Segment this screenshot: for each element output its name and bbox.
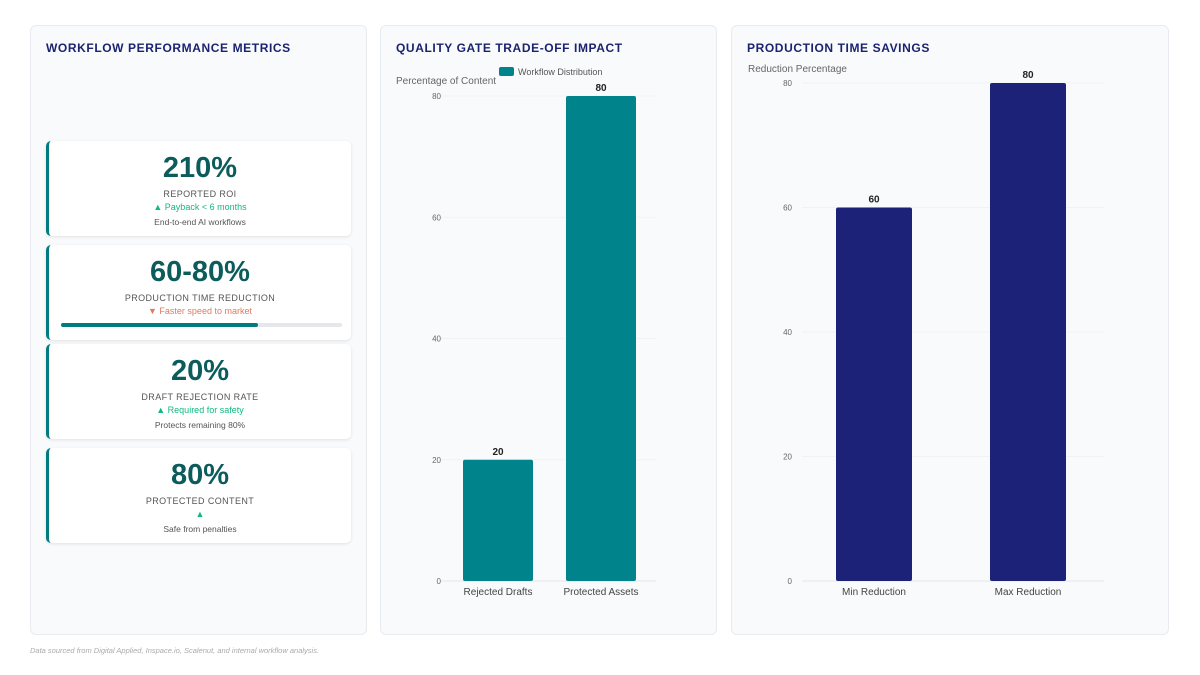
quality-gate-panel: QUALITY GATE TRADE-OFF IMPACT 0 20 40 60 80 P… (380, 25, 717, 635)
production-time-panel: PRODUCTION TIME SAVINGS 0 20 40 60 80 Reducti… (731, 25, 1169, 635)
production-time-bar[interactable] (990, 83, 1066, 581)
quality-gate-bar[interactable] (566, 96, 636, 581)
rejection-rate-label: DRAFT REJECTION RATE (141, 392, 259, 402)
rejection-rate-sub: Protects remaining 80% (154, 420, 246, 430)
time-reduction-label: PRODUCTION TIME REDUCTION (124, 293, 276, 303)
y-tick-label: 60 (432, 213, 441, 222)
y-tick-label: 40 (432, 335, 441, 344)
roi-sub: End-to-end AI workflows (154, 217, 246, 227)
roi-value: 210% (162, 152, 238, 184)
rejection-rate-card: 20% DRAFT REJECTION RATE ▲ Required for … (46, 344, 351, 439)
bar-value-label: 60 (868, 195, 880, 206)
quality-gate-chart: 0 20 40 60 80 Percentage of Content Workflow D… (396, 67, 656, 598)
production-time-bar[interactable] (836, 207, 912, 582)
y-axis-title: Reduction Percentage (748, 64, 847, 75)
protected-content-label: PROTECTED CONTENT (145, 496, 255, 506)
y-tick-label: 60 (783, 204, 792, 213)
legend-swatch (499, 67, 514, 76)
protected-content-value: 80% (170, 459, 230, 491)
x-category-label: Protected Assets (563, 587, 638, 598)
rejection-rate-trend: ▲ Required for safety (156, 405, 244, 415)
protected-content-sub: Safe from penalties (163, 524, 237, 534)
bar-value-label: 80 (1022, 70, 1034, 81)
x-category-label: Min Reduction (842, 587, 906, 598)
production-time-title: PRODUCTION TIME SAVINGS (747, 41, 930, 55)
y-tick-label: 40 (783, 328, 792, 337)
roi-trend: ▲ Payback < 6 months (153, 202, 247, 212)
quality-gate-title: QUALITY GATE TRADE-OFF IMPACT (396, 41, 623, 55)
time-reduction-progress (61, 323, 342, 327)
footer-source-note: Data sourced from Digital Applied, Inspa… (30, 646, 320, 655)
y-tick-label: 80 (783, 79, 792, 88)
time-reduction-card: 60-80% PRODUCTION TIME REDUCTION ▼ Faste… (46, 245, 351, 340)
metrics-panel-title: WORKFLOW PERFORMANCE METRICS (46, 41, 291, 55)
roi-card: 210% REPORTED ROI ▲ Payback < 6 months E… (46, 141, 351, 236)
bar-value-label: 80 (595, 83, 607, 94)
protected-content-trend: ▲ (195, 509, 205, 519)
time-reduction-trend: ▼ Faster speed to market (148, 306, 252, 316)
metrics-panel: WORKFLOW PERFORMANCE METRICS 210% REPORT… (30, 25, 367, 635)
y-tick-label: 0 (788, 577, 793, 586)
y-tick-label: 20 (783, 453, 792, 462)
time-reduction-value: 60-80% (150, 256, 250, 288)
protected-content-card: 80% PROTECTED CONTENT ▲ Safe from penalt… (46, 448, 351, 543)
quality-gate-bar[interactable] (463, 459, 533, 581)
y-tick-label: 0 (437, 577, 442, 586)
bar-value-label: 20 (492, 447, 504, 458)
rejection-rate-value: 20% (170, 355, 230, 387)
roi-label: REPORTED ROI (163, 189, 237, 199)
x-category-label: Rejected Drafts (464, 587, 533, 598)
legend-label: Workflow Distribution (518, 67, 602, 77)
y-tick-label: 80 (432, 92, 441, 101)
x-category-label: Max Reduction (995, 587, 1062, 598)
production-time-chart: 0 20 40 60 80 Reduction Percentage 60 Min Reduc… (748, 64, 1104, 598)
y-axis-title: Percentage of Content (396, 76, 496, 87)
y-tick-label: 20 (432, 456, 441, 465)
time-reduction-progress-fill (61, 323, 258, 327)
